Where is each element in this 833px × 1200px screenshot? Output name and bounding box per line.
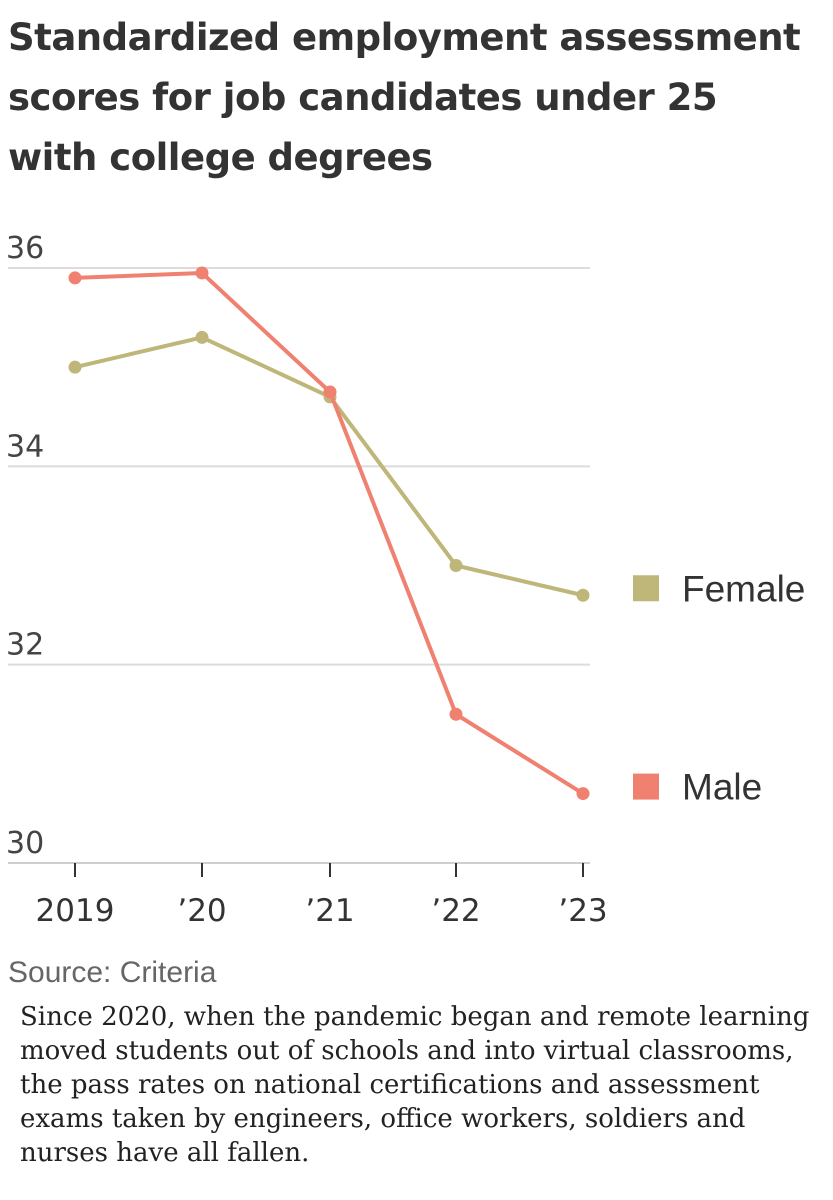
chart-title: Standardized employment assessment score… (8, 16, 801, 179)
x-tick-label: ’23 (558, 893, 607, 929)
data-point-male (323, 385, 337, 399)
y-tick-label-34: 34 (6, 429, 44, 464)
y-tick-label-32: 32 (6, 628, 44, 663)
legend-swatch-male (633, 773, 659, 800)
legend: Female Male (633, 568, 805, 808)
source-note: Source: Criteria (8, 956, 217, 989)
x-tick-label: ’22 (431, 893, 480, 929)
series-lines (68, 266, 590, 801)
caption-text: Since 2020, when the pandemic began and … (20, 1002, 810, 1168)
data-point-male (68, 271, 82, 285)
data-point-male (195, 266, 209, 280)
legend-label-male: Male (682, 767, 762, 808)
data-point-female (576, 588, 590, 602)
legend-swatch-female (633, 575, 659, 602)
data-point-female (68, 360, 82, 374)
data-point-male (449, 707, 463, 721)
legend-label-female: Female (682, 568, 805, 609)
data-point-female (449, 559, 463, 572)
data-point-male (576, 787, 590, 801)
gridlines (8, 267, 590, 864)
y-tick-label-36: 36 (6, 231, 44, 266)
x-tick-label: 2019 (36, 893, 115, 929)
line-chart: 36 34 32 30 2019 ’20 ’21 ’22 ’23 Female Male (6, 231, 805, 929)
data-point-female (195, 330, 209, 344)
y-tick-label-30: 30 (6, 826, 44, 861)
x-tick-label: ’20 (177, 893, 226, 929)
x-tick-label: ’21 (305, 893, 354, 929)
y-axis: 36 34 32 30 (6, 231, 44, 861)
x-axis: 2019 ’20 ’21 ’22 ’23 (36, 863, 608, 929)
